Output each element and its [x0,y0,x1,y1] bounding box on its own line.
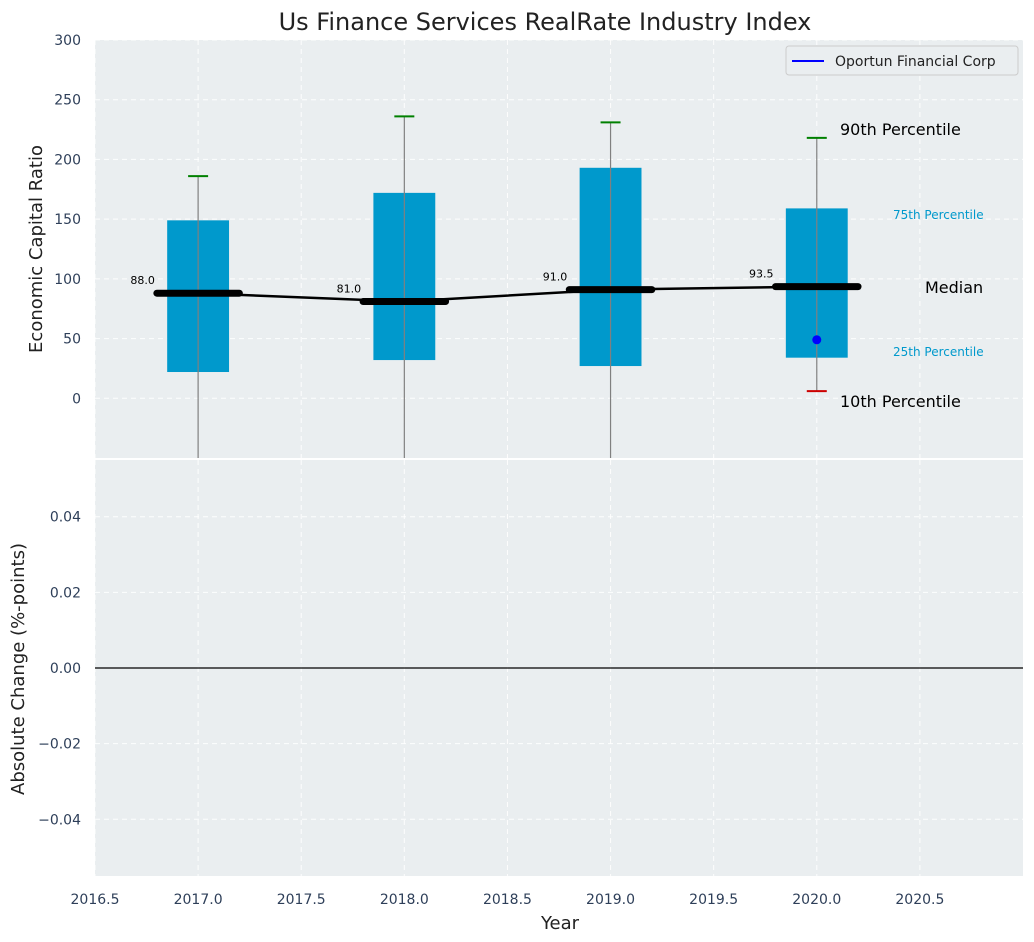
x-axis-label: Year [540,913,580,934]
top-y-tick-label: 0 [72,391,81,407]
x-tick-label: 2017.0 [174,892,223,908]
legend-box [785,45,1019,76]
top-y-tick-label: 100 [54,272,81,288]
x-ticks: 2016.5 2017.0 2017.5 2018.0 2018.5 2019.0 2019… [71,892,945,908]
top-plot-area [95,40,1023,458]
annotation-p10: 10th Percentile [840,392,961,411]
median-value-label: 81.0 [337,283,362,296]
median-trend-line [198,285,817,303]
top-y-tick-label: 200 [54,152,81,168]
bottom-y-axis-label: Absolute Change (%-points) [8,543,29,795]
median-value-label: 93.5 [749,268,774,281]
bottom-y-ticks: −0.04 −0.02 0.00 0.02 0.04 [38,510,81,829]
top-y-tick-label: 250 [54,93,81,109]
annotation-p75: 75th Percentile [893,208,984,222]
chart-title: Us Finance Services RealRate Industry In… [279,8,812,36]
legend-label: Oportun Financial Corp [835,54,996,70]
median-value-label: 88.0 [130,274,155,287]
x-tick-label: 2016.5 [71,892,120,908]
bottom-y-tick-label: −0.02 [38,737,81,753]
annotation-p90: 90th Percentile [840,120,961,139]
top-y-ticks: 0 50 100 150 200 250 300 [54,33,81,407]
x-tick-label: 2017.5 [277,892,326,908]
top-y-axis-label: Economic Capital Ratio [26,145,47,353]
x-tick-label: 2019.5 [689,892,738,908]
x-tick-label: 2019.0 [586,892,635,908]
top-y-tick-label: 300 [54,33,81,49]
x-tick-label: 2020.0 [792,892,841,908]
bottom-y-tick-label: 0.04 [50,510,81,526]
x-tick-label: 2018.0 [380,892,429,908]
annotation-p25: 25th Percentile [893,345,984,359]
bottom-y-tick-label: 0.00 [50,661,81,677]
bottom-y-tick-label: 0.02 [50,585,81,601]
x-tick-label: 2018.5 [483,892,532,908]
bottom-y-tick-label: −0.04 [38,812,81,828]
company-point [812,335,822,345]
median-value-label: 91.0 [543,271,568,284]
legend: Oportun Financial Corp [785,45,1019,76]
top-y-tick-label: 50 [63,332,81,348]
top-y-tick-label: 150 [54,212,81,228]
x-tick-label: 2020.5 [895,892,944,908]
annotation-median: Median [925,278,983,297]
top-marks: 88.0 81.0 91.0 93.5 [130,115,862,458]
